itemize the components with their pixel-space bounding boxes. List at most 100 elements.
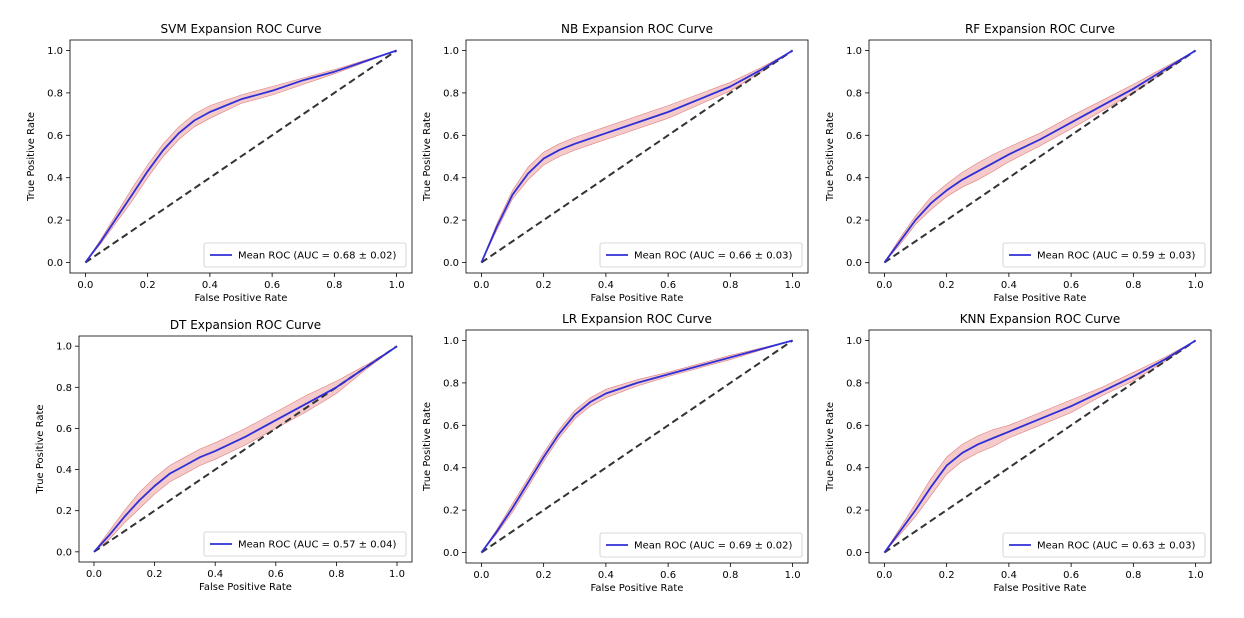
y-tick-label: 0.2 — [443, 216, 459, 227]
legend-label: Mean ROC (AUC = 0.69 ± 0.02) — [634, 541, 792, 552]
y-tick-label: 0.4 — [846, 463, 862, 474]
y-tick-label: 0.6 — [846, 131, 862, 142]
y-tick-label: 0.0 — [846, 548, 862, 559]
y-tick-label: 1.0 — [47, 46, 63, 57]
x-tick-label: 0.2 — [536, 570, 552, 581]
x-tick-label: 1.0 — [389, 280, 405, 291]
panel-title: LR Expansion ROC Curve — [562, 312, 712, 326]
legend: Mean ROC (AUC = 0.66 ± 0.03) — [599, 242, 803, 268]
y-axis-label: True Positive Rate — [422, 112, 433, 202]
x-tick-label: 0.4 — [598, 280, 614, 291]
roc-panel-5: KNN Expansion ROC Curve 0.0 0.2 0.4 0.6 0.8 1.… — [825, 312, 1212, 594]
y-tick-label: 1.0 — [443, 46, 459, 57]
panel-title: KNN Expansion ROC Curve — [960, 312, 1121, 326]
x-axis-label: False Positive Rate — [591, 583, 684, 594]
y-tick-label: 0.6 — [443, 131, 459, 142]
y-tick-label: 1.0 — [846, 46, 862, 57]
panel-title: SVM Expansion ROC Curve — [161, 22, 322, 36]
y-tick-label: 0.2 — [443, 506, 459, 517]
y-tick-label: 0.4 — [846, 173, 862, 184]
x-tick-label: 0.0 — [473, 570, 489, 581]
axes-frame — [69, 39, 413, 274]
axes-frame — [868, 39, 1212, 274]
x-tick-label: 0.8 — [326, 280, 342, 291]
y-tick-label: 0.8 — [443, 88, 459, 99]
roc-panel-1: NB Expansion ROC Curve 0.0 0.2 0.4 0.6 0.8 1.0… — [422, 22, 809, 304]
y-tick-label: 0.0 — [443, 258, 459, 269]
x-tick-label: 0.4 — [1001, 280, 1017, 291]
x-tick-label: 0.8 — [328, 569, 344, 580]
y-tick-label: 0.4 — [47, 173, 63, 184]
x-tick-label: 0.0 — [473, 280, 489, 291]
x-tick-label: 0.8 — [722, 280, 738, 291]
chance-line — [93, 345, 398, 553]
y-axis-label: True Positive Rate — [825, 402, 836, 492]
roc-panel-4: LR Expansion ROC Curve 0.0 0.2 0.4 0.6 0.8 1.0… — [422, 312, 809, 594]
legend: Mean ROC (AUC = 0.59 ± 0.03) — [1002, 242, 1206, 268]
x-tick-label: 0.8 — [1125, 570, 1141, 581]
y-tick-label: 0.8 — [846, 378, 862, 389]
x-tick-label: 0.6 — [268, 569, 284, 580]
y-axis-label: True Positive Rate — [35, 404, 46, 494]
x-tick-label: 0.0 — [876, 280, 892, 291]
x-axis-label: False Positive Rate — [994, 583, 1087, 594]
axes-frame — [465, 329, 809, 564]
y-tick-label: 1.0 — [846, 336, 862, 347]
y-tick-label: 0.4 — [56, 465, 72, 476]
y-tick-label: 0.8 — [443, 378, 459, 389]
x-tick-label: 0.2 — [939, 280, 955, 291]
legend-label: Mean ROC (AUC = 0.63 ± 0.03) — [1037, 541, 1195, 552]
x-tick-label: 0.8 — [1125, 280, 1141, 291]
y-tick-label: 0.4 — [443, 463, 459, 474]
legend: Mean ROC (AUC = 0.69 ± 0.02) — [599, 532, 803, 558]
mean-roc-line — [480, 49, 794, 263]
y-tick-label: 0.4 — [443, 173, 459, 184]
x-tick-label: 0.2 — [140, 280, 156, 291]
y-tick-label: 0.2 — [47, 216, 63, 227]
panel-title: NB Expansion ROC Curve — [561, 22, 713, 36]
mean-roc-line — [883, 339, 1197, 554]
chance-line — [883, 339, 1197, 554]
y-tick-label: 0.6 — [846, 421, 862, 432]
chance-line — [84, 49, 398, 264]
panel-title: RF Expansion ROC Curve — [965, 22, 1115, 36]
y-tick-label: 0.6 — [47, 131, 63, 142]
x-tick-label: 1.0 — [785, 570, 801, 581]
legend: Mean ROC (AUC = 0.57 ± 0.04) — [203, 531, 407, 557]
x-tick-label: 0.2 — [536, 280, 552, 291]
legend-label: Mean ROC (AUC = 0.68 ± 0.02) — [238, 251, 396, 262]
legend-box — [1002, 532, 1206, 558]
y-axis-label: True Positive Rate — [825, 112, 836, 202]
x-tick-label: 1.0 — [1188, 570, 1204, 581]
roc-panel-3: DT Expansion ROC Curve 0.0 0.2 0.4 0.6 0.8 1.0… — [35, 318, 413, 593]
y-tick-label: 0.0 — [47, 258, 63, 269]
x-tick-label: 0.4 — [202, 280, 218, 291]
legend-box — [203, 242, 407, 268]
x-tick-label: 0.0 — [876, 570, 892, 581]
y-tick-label: 0.0 — [846, 258, 862, 269]
mean-roc-line — [883, 49, 1197, 264]
y-axis-label: True Positive Rate — [26, 112, 37, 202]
y-tick-label: 0.2 — [846, 216, 862, 227]
x-tick-label: 0.4 — [207, 569, 223, 580]
axes-frame — [78, 335, 413, 563]
x-tick-label: 0.0 — [77, 280, 93, 291]
legend-box — [203, 531, 407, 557]
x-axis-label: False Positive Rate — [591, 293, 684, 304]
y-tick-label: 0.6 — [443, 421, 459, 432]
y-tick-label: 1.0 — [56, 342, 72, 353]
y-tick-label: 0.0 — [56, 547, 72, 558]
y-tick-label: 0.6 — [56, 424, 72, 435]
legend-label: Mean ROC (AUC = 0.59 ± 0.03) — [1037, 251, 1195, 262]
x-tick-label: 0.0 — [86, 569, 102, 580]
y-tick-label: 0.0 — [443, 548, 459, 559]
axes-frame — [465, 39, 809, 274]
y-tick-label: 0.8 — [47, 88, 63, 99]
legend-label: Mean ROC (AUC = 0.66 ± 0.03) — [634, 251, 792, 262]
legend-box — [1002, 242, 1206, 268]
x-tick-label: 0.6 — [660, 280, 676, 291]
x-tick-label: 0.4 — [1001, 570, 1017, 581]
y-tick-label: 1.0 — [443, 336, 459, 347]
axes-frame — [868, 329, 1212, 564]
